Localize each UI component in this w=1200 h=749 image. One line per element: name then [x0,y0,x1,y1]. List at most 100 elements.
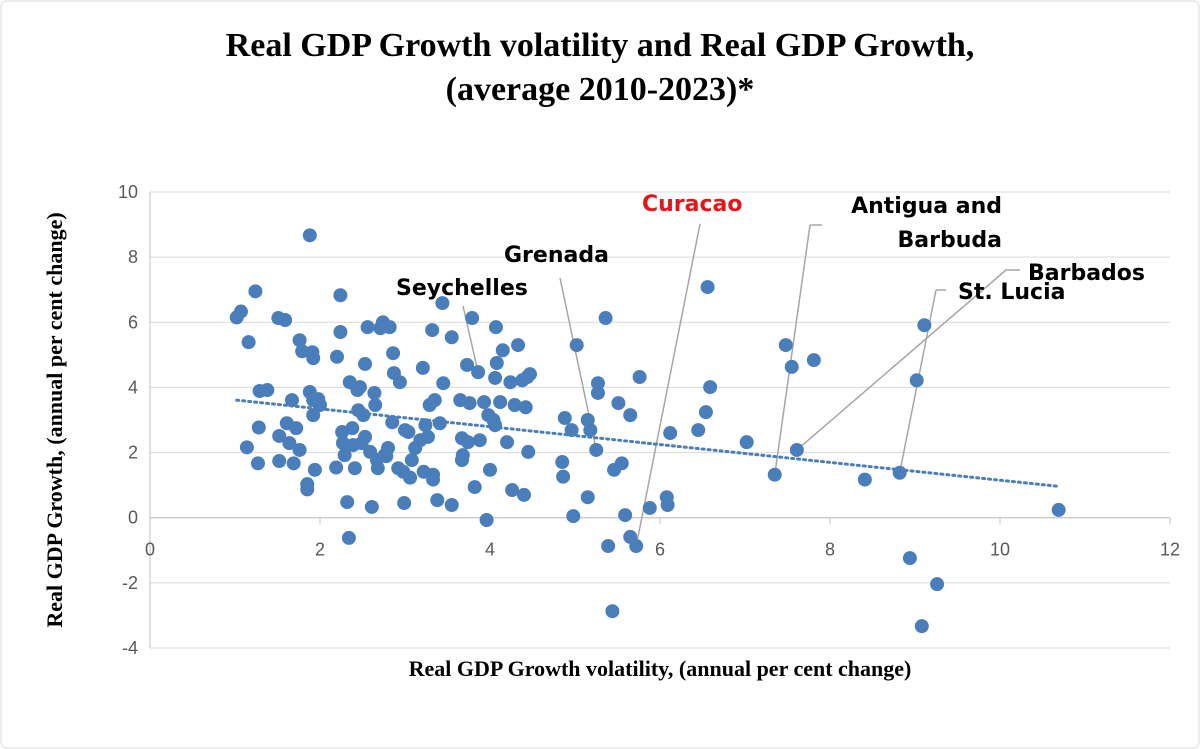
point [341,530,356,545]
point [614,456,629,471]
point [368,398,383,413]
point [337,448,352,463]
chart-title: Real GDP Growth volatility and Real GDP … [226,27,975,64]
point [360,320,375,335]
point [483,462,497,477]
point [495,343,510,358]
point [364,499,379,514]
point [260,383,275,398]
point [806,353,821,368]
y-tick-label: 10 [118,182,138,202]
point [479,512,494,527]
point [385,415,400,430]
point [629,539,644,554]
point [503,375,518,390]
point [930,577,945,592]
point [477,395,492,410]
point [465,311,480,326]
annotation-label: Antigua and Barbuda [851,194,1002,253]
annotation-label: Seychelles [396,276,528,301]
point [914,619,929,634]
point [392,375,407,390]
point [663,426,678,441]
point [289,421,304,436]
point [427,393,442,408]
point [507,398,522,413]
point [272,454,287,469]
point [233,304,248,319]
point [511,338,526,353]
point [435,296,450,311]
y-tick-label: 2 [128,443,138,463]
point [415,360,430,375]
point [302,228,317,243]
point [505,483,520,498]
point [248,284,263,299]
point [278,313,293,328]
point [386,346,401,361]
point [698,405,713,420]
annotation-leader [774,224,811,475]
point [444,330,459,345]
annotation-label: Barbados [1028,261,1146,286]
point [605,604,620,619]
point [1051,502,1066,517]
point [857,472,872,487]
point [333,325,348,340]
x-tick-label: 8 [825,540,835,560]
x-tick-label: 4 [485,540,495,560]
point [618,508,633,523]
x-axis-label: Real GDP Growth volatility, (annual per … [409,656,912,681]
chart-subtitle: (average 2010-2023)* [446,71,755,108]
point [517,487,531,502]
point [493,395,508,410]
point [404,453,419,468]
point [500,435,514,450]
point [598,311,613,326]
y-tick-label: 6 [128,312,138,332]
point [347,461,362,476]
y-axis-label: Real GDP Growth, (annual per cent change… [42,212,67,627]
point [272,428,287,443]
point [660,498,675,513]
point [420,429,435,444]
point [306,351,321,366]
point [250,456,265,471]
point [239,440,254,455]
point [358,356,373,371]
point [611,396,626,411]
point [430,493,445,508]
x-tick-label: 0 [145,540,155,560]
point [569,338,584,353]
point [642,500,657,515]
point [444,498,459,513]
point [333,288,348,303]
point [292,333,307,348]
y-tick-label: 0 [128,508,138,528]
point [489,356,504,370]
point [580,490,595,505]
point [601,539,616,554]
point [467,480,482,495]
point [518,400,533,415]
annotation-label: Curacao [642,192,743,217]
trendline [235,398,1061,488]
point [397,496,412,511]
point [306,408,321,423]
point [917,318,932,333]
point [590,385,605,400]
point [632,370,647,385]
point [292,442,307,457]
point [352,380,367,395]
point [436,376,451,391]
point [356,408,371,423]
point [358,429,373,444]
annotation-leader [796,269,1007,451]
y-tick-label: 4 [128,377,138,397]
point [623,408,638,423]
point [488,418,503,433]
point [472,433,487,448]
point [522,367,537,382]
point [488,370,503,385]
